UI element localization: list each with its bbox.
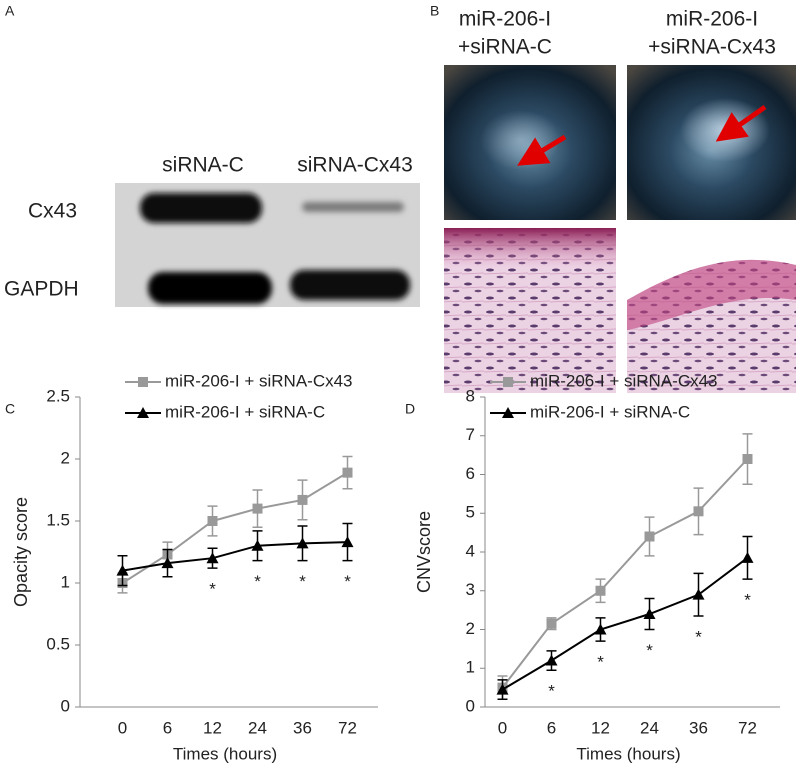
x-tick-label: 36: [293, 718, 312, 737]
column-label: +siRNA-Cx43: [648, 36, 776, 59]
point: [496, 683, 509, 695]
y-axis-title: CNVscore: [414, 511, 434, 593]
point: [644, 531, 655, 542]
x-tick-label: 24: [248, 718, 267, 737]
significance-mark: *: [744, 591, 751, 610]
point: [741, 551, 754, 563]
x-axis-title: Times (hours): [173, 744, 277, 763]
series-line: [121, 471, 349, 584]
panel-label: A: [5, 3, 15, 19]
x-tick-label: 72: [738, 718, 757, 737]
y-tick-label: 1: [466, 658, 475, 677]
series-line: [122, 541, 348, 572]
y-tick-label: 6: [466, 464, 475, 483]
y-tick-label: 2.5: [46, 386, 70, 405]
y-tick-label: 7: [466, 425, 475, 444]
point: [594, 623, 607, 635]
legend-label: miR-206-I + siRNA-C: [530, 402, 690, 421]
panel-label: D: [405, 401, 415, 417]
point: [545, 654, 558, 666]
point: [693, 506, 704, 517]
x-tick-label: 6: [547, 718, 556, 737]
blot-bands: [140, 193, 410, 304]
point: [546, 618, 557, 629]
x-tick-label: 0: [118, 718, 127, 737]
point: [138, 377, 148, 387]
x-tick-label: 24: [640, 718, 659, 737]
point: [643, 608, 656, 619]
histology: [444, 228, 796, 393]
row-label: GAPDH: [4, 278, 79, 301]
point: [296, 537, 309, 549]
column-label: +siRNA-C: [458, 36, 552, 59]
significance-mark: *: [597, 653, 604, 672]
y-tick-label: 1.5: [46, 510, 70, 529]
panel-label: C: [5, 401, 15, 417]
legend-label: miR-206-I + siRNA-C: [165, 402, 325, 421]
point: [502, 407, 514, 418]
point: [206, 552, 219, 564]
y-tick-label: 3: [466, 580, 475, 599]
point: [251, 539, 264, 551]
point: [595, 585, 606, 596]
significance-mark: *: [344, 572, 351, 591]
lane-label: siRNA-C: [162, 154, 244, 177]
significance-mark: *: [254, 572, 261, 591]
column-label: miR-206-I: [459, 8, 551, 31]
point: [207, 516, 218, 526]
column-label: miR-206-I: [666, 8, 758, 31]
x-tick-label: 72: [338, 718, 357, 737]
significance-mark: *: [209, 580, 216, 599]
point: [137, 407, 149, 418]
significance-mark: *: [548, 682, 555, 701]
x-tick-label: 12: [591, 718, 610, 737]
x-tick-label: 12: [203, 718, 222, 737]
eye-photo: [444, 65, 616, 220]
x-tick-label: 6: [163, 718, 172, 737]
x-tick-label: 0: [498, 718, 507, 737]
eye-photo: [627, 65, 796, 220]
lane-label: siRNA-Cx43: [297, 154, 413, 177]
point: [742, 454, 753, 464]
point: [341, 536, 354, 548]
point: [342, 467, 353, 478]
y-tick-label: 0: [466, 696, 475, 715]
significance-mark: *: [646, 641, 653, 660]
significance-mark: *: [299, 572, 306, 591]
x-tick-label: 36: [689, 718, 708, 737]
panel-label: B: [430, 3, 439, 19]
y-tick-label: 2: [61, 448, 70, 467]
point: [252, 503, 263, 514]
series-line: [501, 557, 749, 691]
point: [297, 494, 308, 505]
significance-mark: *: [695, 627, 702, 646]
x-axis-title: Times (hours): [576, 744, 680, 763]
series-line: [501, 458, 749, 689]
y-tick-label: 0.5: [46, 634, 70, 653]
point: [503, 377, 513, 387]
point: [692, 588, 705, 600]
y-axis-title: Opacity score: [11, 497, 31, 607]
y-tick-label: 2: [466, 619, 475, 638]
legend-label: miR-206-I + siRNA-Cx43: [165, 371, 353, 390]
y-tick-label: 8: [466, 386, 475, 405]
y-tick-label: 1: [61, 572, 70, 591]
legend-label: miR-206-I + siRNA-Cx43: [530, 371, 718, 390]
point: [161, 557, 174, 569]
point: [116, 564, 129, 576]
y-tick-label: 0: [61, 696, 70, 715]
y-tick-label: 4: [466, 541, 475, 560]
row-label: Cx43: [28, 200, 77, 223]
y-tick-label: 5: [466, 503, 475, 522]
